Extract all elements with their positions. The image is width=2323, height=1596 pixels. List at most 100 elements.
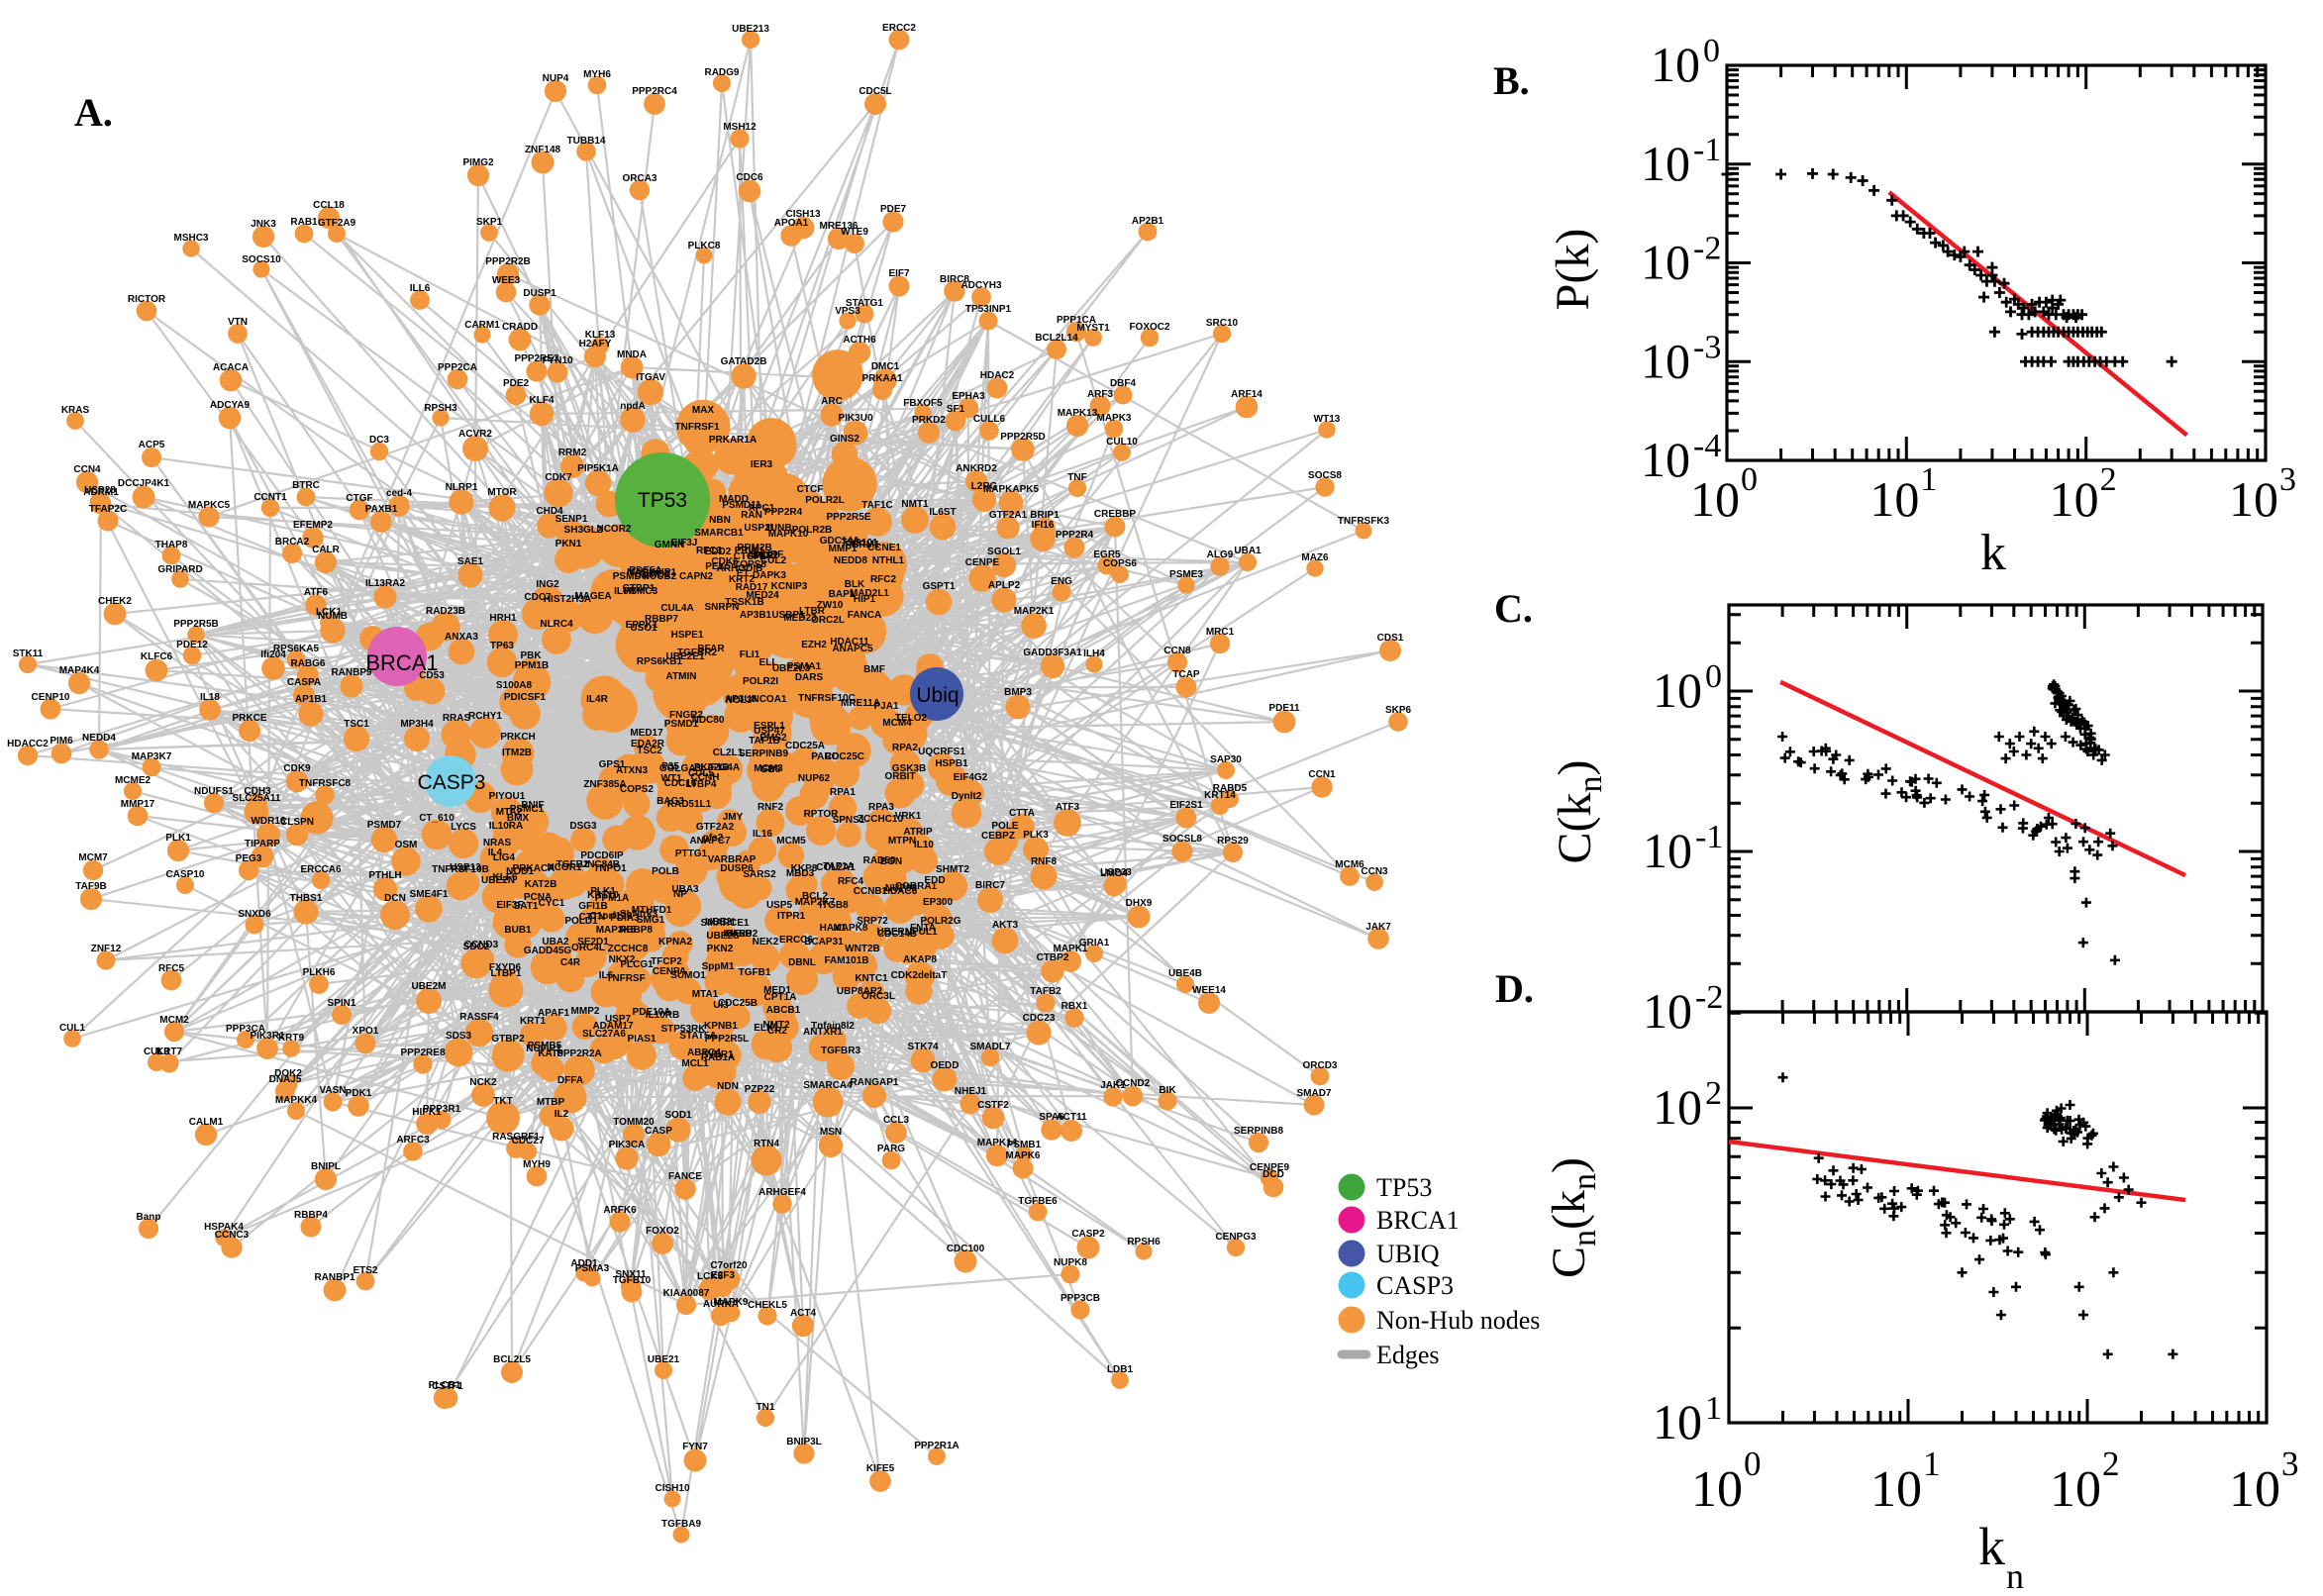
svg-text:RRM2B: RRM2B [737, 543, 772, 553]
svg-text:MCM7: MCM7 [78, 852, 108, 863]
svg-text:AURKA: AURKA [703, 1299, 739, 1310]
svg-text:NEDD4: NEDD4 [82, 733, 116, 744]
svg-text:HDAC11: HDAC11 [830, 637, 869, 648]
svg-text:TNFRSF1: TNFRSF1 [675, 422, 720, 433]
svg-text:KRT9: KRT9 [278, 1033, 305, 1044]
svg-text:MTA1: MTA1 [692, 989, 719, 1000]
svg-text:CUL2: CUL2 [760, 555, 787, 566]
svg-text:3: 3 [2281, 1445, 2299, 1483]
svg-text:ORC2L: ORC2L [811, 615, 845, 626]
svg-text:CREBBP: CREBBP [1094, 509, 1137, 520]
svg-text:MBD3: MBD3 [786, 868, 815, 879]
svg-text:GTF2A2: GTF2A2 [696, 822, 735, 833]
svg-text:CCNH: CCNH [691, 772, 720, 783]
svg-text:SPIN1: SPIN1 [328, 998, 356, 1009]
svg-text:SGOL1: SGOL1 [987, 547, 1021, 557]
svg-text:MTPN: MTPN [888, 836, 916, 847]
svg-text:TUBB14: TUBB14 [567, 136, 606, 147]
svg-text:SPA6: SPA6 [1039, 1112, 1064, 1123]
svg-text:RPA1: RPA1 [830, 787, 856, 798]
svg-text:PCNA: PCNA [524, 892, 552, 903]
svg-text:SOCSL8: SOCSL8 [1162, 834, 1202, 845]
svg-text:MRC1: MRC1 [1206, 627, 1235, 638]
svg-text:BAP1: BAP1 [829, 589, 856, 600]
svg-text:10: 10 [1690, 471, 1740, 527]
svg-text:KIF5B: KIF5B [724, 929, 753, 940]
svg-text:ORCD3: ORCD3 [1302, 1060, 1337, 1071]
svg-text:GB6: GB6 [760, 764, 781, 775]
svg-text:ORC4L: ORC4L [571, 943, 605, 953]
svg-text:PARG: PARG [877, 1144, 905, 1154]
svg-text:IL10RB: IL10RB [646, 1010, 679, 1021]
svg-text:SNURF: SNURF [750, 549, 783, 560]
svg-text:UBE2N: UBE2N [481, 875, 515, 886]
svg-text:MAP4K4: MAP4K4 [59, 665, 100, 676]
svg-text:BAG3: BAG3 [656, 796, 684, 807]
svg-text:PPP3CA: PPP3CA [226, 1024, 265, 1035]
svg-text:BUB1: BUB1 [504, 925, 532, 936]
svg-text:ERCC2: ERCC2 [882, 23, 916, 34]
svg-text:UBP8AP2: UBP8AP2 [837, 986, 883, 997]
svg-text:HDACC2: HDACC2 [7, 739, 49, 749]
svg-text:PDE12: PDE12 [176, 640, 208, 650]
svg-text:MCM2: MCM2 [159, 1015, 189, 1026]
svg-text:NDN: NDN [717, 1081, 739, 1092]
svg-text:RANBP9: RANBP9 [331, 667, 372, 678]
svg-text:PSMD11: PSMD11 [722, 500, 761, 511]
svg-text:CHEKL5: CHEKL5 [748, 1300, 787, 1311]
svg-text:PJA1: PJA1 [873, 701, 898, 712]
svg-text:PARC: PARC [811, 751, 839, 762]
svg-text:PLK1: PLK1 [165, 833, 191, 844]
svg-text:SUMO1: SUMO1 [670, 970, 706, 981]
svg-text:CCNC3: CCNC3 [215, 1230, 250, 1241]
svg-text:LCK1: LCK1 [316, 607, 343, 618]
svg-text:KPNA2: KPNA2 [658, 937, 692, 948]
svg-text:MAPK10: MAPK10 [768, 529, 809, 540]
svg-text:0: 0 [1741, 461, 1758, 498]
svg-text:KRT1: KRT1 [520, 1016, 547, 1027]
svg-text:CARM1: CARM1 [464, 320, 500, 331]
svg-text:CHEK2: CHEK2 [98, 596, 132, 607]
svg-text:SRP72: SRP72 [857, 916, 888, 927]
svg-text:HIST2H3A: HIST2H3A [544, 594, 591, 605]
svg-text:PLCB1: PLCB1 [429, 1380, 461, 1391]
svg-text:IL4R: IL4R [586, 694, 608, 705]
svg-text:JAK7: JAK7 [1365, 922, 1391, 933]
svg-text:PLK3: PLK3 [1023, 830, 1049, 841]
svg-text:MMP17: MMP17 [121, 799, 155, 810]
svg-text:ATF3: ATF3 [1056, 802, 1080, 813]
svg-text:10: 10 [1651, 37, 1700, 92]
svg-text:IL6R: IL6R [614, 586, 636, 597]
svg-text:STAT5A: STAT5A [679, 1031, 716, 1042]
svg-text:UBERNPUL1: UBERNPUL1 [876, 927, 938, 938]
svg-text:DUSP6: DUSP6 [720, 863, 754, 874]
svg-text:TNPO1: TNPO1 [593, 863, 627, 874]
svg-text:NUP98: NUP98 [885, 883, 918, 894]
svg-text:MAPK14: MAPK14 [977, 1138, 1018, 1148]
svg-text:CASP3: CASP3 [1376, 1271, 1454, 1300]
svg-text:RAB1A: RAB1A [701, 1052, 735, 1063]
svg-text:pfs2: pfs2 [703, 833, 724, 844]
svg-text:L2RG: L2RG [971, 481, 998, 492]
svg-text:PIM6: PIM6 [50, 736, 73, 747]
svg-text:TP63: TP63 [490, 641, 514, 651]
svg-text:PRIM1: PRIM1 [735, 546, 765, 556]
svg-text:PPP2RC4: PPP2RC4 [632, 86, 677, 97]
svg-text:PPP1CA: PPP1CA [1057, 315, 1096, 326]
svg-text:TIPARP: TIPARP [245, 839, 280, 849]
svg-text:NUP62: NUP62 [798, 773, 831, 784]
svg-text:TSC2: TSC2 [637, 746, 662, 756]
svg-text:LIG4: LIG4 [493, 852, 516, 863]
svg-text:CRADD: CRADD [502, 322, 538, 333]
svg-text:CL2L1: CL2L1 [713, 748, 744, 758]
svg-text:TAF9B: TAF9B [75, 881, 106, 892]
svg-text:RNF2: RNF2 [758, 802, 784, 813]
svg-text:ARFC3: ARFC3 [396, 1135, 430, 1146]
svg-text:10: 10 [1643, 983, 1692, 1039]
svg-text:MNDA: MNDA [617, 349, 647, 360]
svg-text:COPS2: COPS2 [620, 784, 654, 795]
svg-text:10: 10 [2050, 471, 2099, 527]
svg-text:WTE9: WTE9 [841, 227, 868, 238]
svg-text:SKP2: SKP2 [753, 550, 779, 561]
svg-text:IL10RA: IL10RA [489, 821, 523, 832]
